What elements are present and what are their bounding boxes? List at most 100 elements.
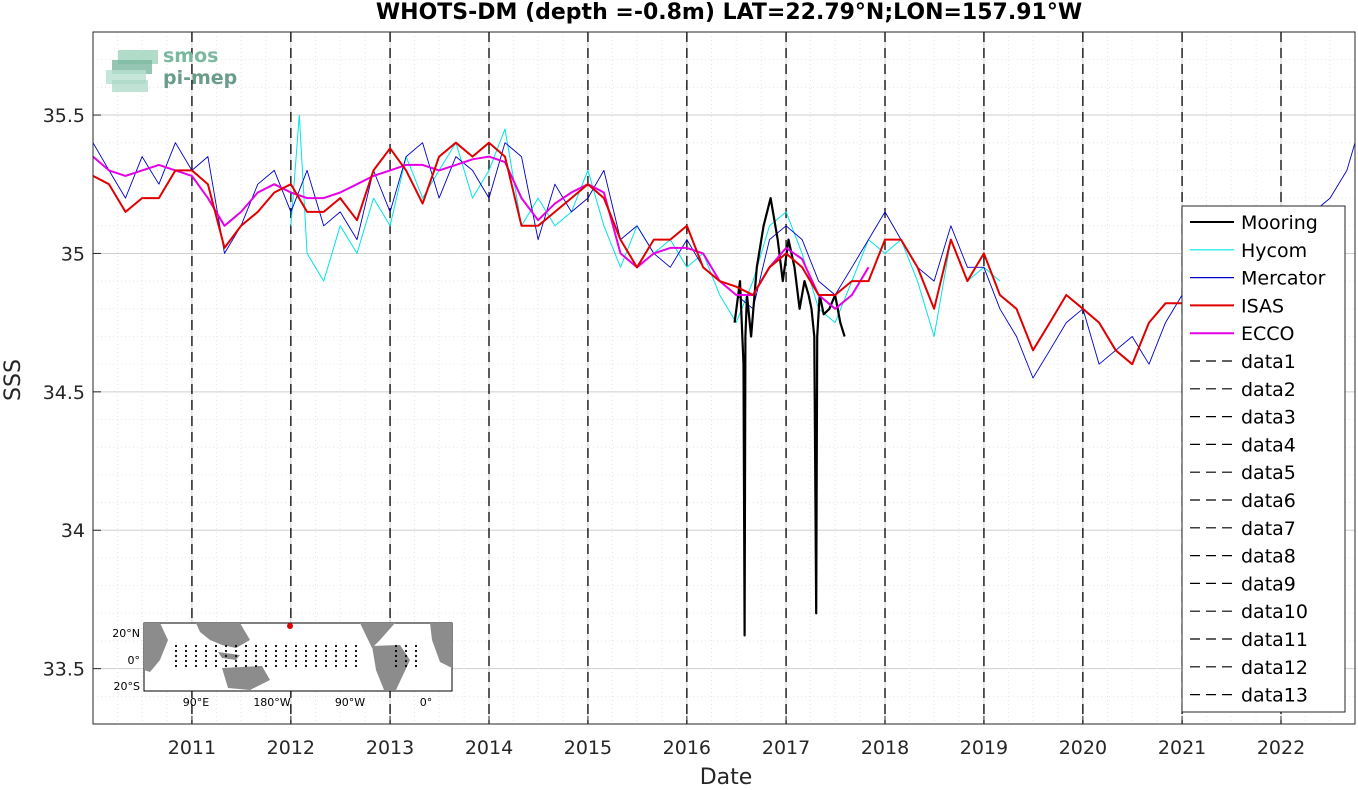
inset-map: 20°N 0° 20°S 90°E 180°W 90°W 0° [112,622,453,709]
legend-label-data10: data10 [1241,601,1308,623]
map-lon-label-180w: 180°W [253,696,290,709]
map-buoy-dot [394,664,398,668]
map-buoy-dot [264,649,268,653]
y-axis-ticks: 33.5 34 34.5 35 35.5 [43,105,101,681]
map-buoy-dot [204,659,208,663]
map-buoy-dot [404,664,408,668]
legend-label-ecco: ECCO [1241,323,1295,345]
map-buoy-dot [214,654,218,658]
map-buoy-dot [304,649,308,653]
map-buoy-dot [314,649,318,653]
map-buoy-dot [314,644,318,648]
y-tick-label-33.5: 33.5 [43,659,85,681]
legend-label-data1: data1 [1241,351,1296,373]
mooring-location-marker [287,623,293,629]
map-buoy-dot [354,664,358,668]
map-buoy-dot [344,654,348,658]
map-buoy-dot [174,644,178,648]
map-buoy-dot [254,649,258,653]
map-buoy-dot [304,664,308,668]
x-tick-label-2014: 2014 [465,737,513,759]
map-buoy-dot [284,654,288,658]
legend-label-isas: ISAS [1241,295,1284,317]
map-buoy-dot [184,659,188,663]
map-buoy-dot [244,644,248,648]
map-buoy-dot [314,659,318,663]
map-buoy-dot [224,649,228,653]
map-buoy-dot [274,649,278,653]
y-tick-label-35: 35 [61,243,85,265]
y-tick-label-34.5: 34.5 [43,382,85,404]
map-buoy-dot [414,659,418,663]
legend-label-hycom: Hycom [1241,240,1307,262]
map-buoy-dot [324,654,328,658]
legend-box [1181,205,1346,713]
x-tick-label-2018: 2018 [861,737,909,759]
map-buoy-dot [294,644,298,648]
x-tick-label-2020: 2020 [1059,737,1107,759]
x-axis-label: Date [700,765,753,790]
legend-label-data8: data8 [1241,546,1296,568]
map-buoy-dot [284,659,288,663]
map-buoy-dot [284,664,288,668]
map-buoy-dot [184,649,188,653]
map-buoy-dot [244,649,248,653]
series-line-ecco [92,155,870,310]
map-buoy-dot [274,659,278,663]
map-buoy-dot [244,664,248,668]
map-buoy-dot [314,664,318,668]
map-lat-label-20n: 20°N [112,627,140,640]
map-buoy-dot [224,644,228,648]
map-buoy-dot [344,644,348,648]
map-buoy-dot [334,654,338,658]
x-tick-label-2011: 2011 [168,737,216,759]
map-buoy-dot [264,659,268,663]
map-buoy-dot [204,649,208,653]
map-buoy-dot [214,644,218,648]
map-buoy-dot [294,649,298,653]
plot-frame [92,31,1356,725]
map-buoy-dot [324,649,328,653]
legend: Mooring Hycom Mercator ISAS ECCO data1 data2 da… [1181,205,1346,713]
map-buoy-dot [194,654,198,658]
map-buoy-dot [414,649,418,653]
map-land-australia [222,666,270,690]
map-lat-label-0: 0° [128,654,141,667]
map-buoy-dot [394,659,398,663]
series-group [92,114,1356,637]
map-lon-label-90e: 90°E [183,696,209,709]
map-buoy-dot [334,649,338,653]
map-land-south-america [372,645,410,690]
map-buoy-dot [394,649,398,653]
map-land-africa-east [430,623,452,668]
map-buoy-dot [244,654,248,658]
map-buoy-dot [334,664,338,668]
legend-label-mercator: Mercator [1241,268,1326,290]
map-buoy-dot [214,649,218,653]
legend-label-data3: data3 [1241,407,1296,429]
legend-label-data6: data6 [1241,490,1296,512]
logo-text-smos: smos [163,45,218,67]
x-tick-label-2019: 2019 [960,737,1008,759]
map-buoy-dot [404,659,408,663]
map-buoy-dot [254,644,258,648]
map-buoy-dot [204,654,208,658]
map-buoy-dot [264,644,268,648]
map-buoy-dot [204,644,208,648]
map-lon-label-90w: 90°W [335,696,365,709]
x-tick-label-2013: 2013 [366,737,414,759]
map-buoy-dot [204,664,208,668]
map-buoy-dot [264,654,268,658]
map-land-asia [196,623,250,648]
map-buoy-dot [264,664,268,668]
legend-label-data5: data5 [1241,462,1296,484]
map-buoy-dot [214,659,218,663]
legend-label-mooring: Mooring [1241,212,1318,234]
map-buoy-dot [314,654,318,658]
y-axis-label: SSS [1,359,26,401]
map-buoy-dot [394,654,398,658]
map-buoy-dot [334,659,338,663]
map-buoy-dot [224,664,228,668]
map-buoy-dot [174,659,178,663]
y-tick-label-35.5: 35.5 [43,105,85,127]
